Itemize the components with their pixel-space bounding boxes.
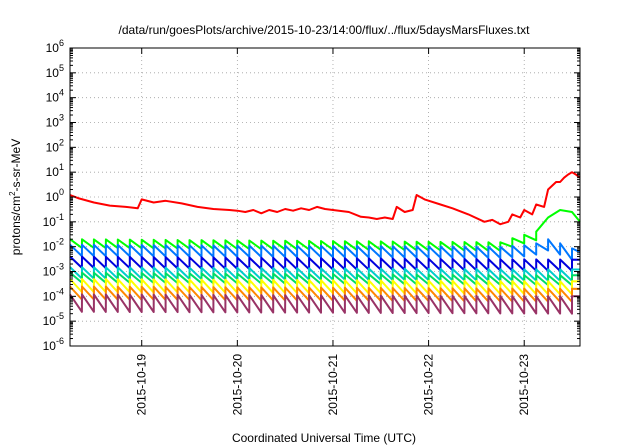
y-tick-label: 100 <box>46 187 64 204</box>
y-tick-label: 10-3 <box>43 262 64 279</box>
y-tick-label-base: 10 <box>43 215 57 229</box>
chart-title: /data/run/goesPlots/archive/2015-10-23/1… <box>119 23 531 37</box>
y-tick-label: 101 <box>46 162 64 179</box>
y-axis-label-suffix: -s-sr-MeV <box>9 139 23 192</box>
y-tick-label-exp: 0 <box>59 187 64 197</box>
y-tick-label-base: 10 <box>43 314 57 328</box>
y-tick-label-exp: 3 <box>59 113 64 123</box>
y-tick-label-exp: -2 <box>56 237 64 247</box>
series-line <box>69 278 581 296</box>
y-axis-label-sup: 2 <box>8 191 17 196</box>
y-tick-label-exp: 5 <box>59 63 64 73</box>
y-tick-label-base: 10 <box>46 165 60 179</box>
y-tick-label-exp: 4 <box>59 88 64 98</box>
y-tick-label: 106 <box>46 38 64 55</box>
y-tick-label: 10-6 <box>43 336 64 353</box>
y-tick-label: 10-2 <box>43 237 64 254</box>
y-tick-label: 105 <box>46 63 64 80</box>
y-tick-label-base: 10 <box>46 140 60 154</box>
y-tick-label-base: 10 <box>46 91 60 105</box>
x-axis-label: Coordinated Universal Time (UTC) <box>232 431 416 445</box>
series-line <box>69 271 580 287</box>
y-tick-label-base: 10 <box>46 66 60 80</box>
y-tick-label-exp: 1 <box>59 162 64 172</box>
series-line <box>69 293 580 315</box>
y-tick-label: 104 <box>46 88 64 105</box>
y-axis: 10-610-510-410-310-210-11001011021031041… <box>43 38 580 353</box>
y-tick-label-base: 10 <box>46 41 60 55</box>
y-tick-label-base: 10 <box>43 240 57 254</box>
y-axis-label: protons/cm2-s-sr-MeV <box>8 139 23 255</box>
series-line <box>69 238 581 261</box>
y-axis-label-prefix: protons/cm <box>9 196 23 255</box>
y-tick-label-exp: -4 <box>56 286 64 296</box>
y-tick-label-base: 10 <box>46 116 60 130</box>
y-tick-label-exp: -1 <box>56 212 64 222</box>
y-tick-label: 10-4 <box>43 286 64 303</box>
series-line <box>69 209 581 252</box>
x-tick-label: 2015-10-20 <box>230 354 244 416</box>
series-line <box>69 266 580 282</box>
y-tick-label-base: 10 <box>43 289 57 303</box>
series-group <box>69 171 581 315</box>
x-tick-label: 2015-10-21 <box>326 354 340 416</box>
series-line <box>69 171 581 226</box>
y-tick-label: 103 <box>46 113 64 130</box>
y-tick-label: 10-1 <box>43 212 64 229</box>
y-tick-label-base: 10 <box>43 265 57 279</box>
x-axis: 2015-10-19 2015-10-20 2015-10-21 2015-10-22… <box>135 48 531 416</box>
y-tick-label-base: 10 <box>43 339 57 353</box>
series-line <box>69 285 581 303</box>
y-tick-label-exp: -3 <box>56 262 64 272</box>
y-tick-label-exp: -6 <box>56 336 64 346</box>
x-tick-label: 2015-10-19 <box>135 354 149 416</box>
y-tick-label: 102 <box>46 137 64 154</box>
y-tick-label-base: 10 <box>46 190 60 204</box>
y-tick-label-exp: 6 <box>59 38 64 48</box>
series-line <box>69 255 581 272</box>
x-tick-label: 2015-10-22 <box>422 354 436 416</box>
x-tick-label: 2015-10-23 <box>517 354 531 416</box>
y-tick-label: 10-5 <box>43 311 64 328</box>
y-tick-label-exp: -5 <box>56 311 64 321</box>
y-tick-label-exp: 2 <box>59 137 64 147</box>
